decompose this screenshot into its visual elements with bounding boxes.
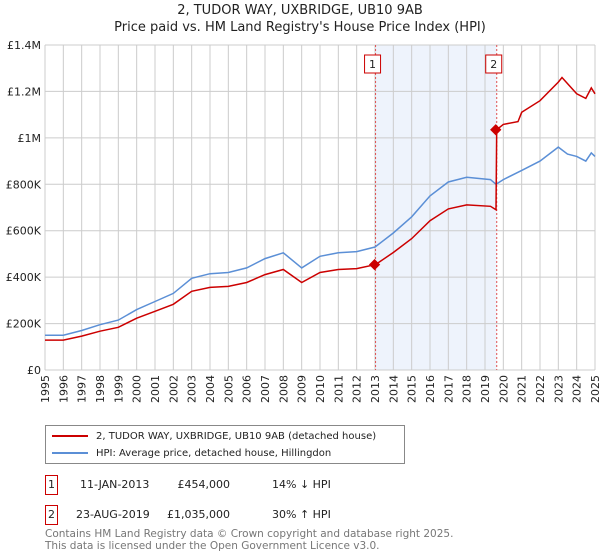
- x-tick-label: 2000: [131, 375, 144, 403]
- transaction-date: 23-AUG-2019: [76, 508, 150, 521]
- x-tick-label: 2006: [241, 375, 254, 403]
- chart-title: 2, TUDOR WAY, UXBRIDGE, UB10 9AB: [177, 3, 423, 18]
- x-tick-label: 2001: [149, 375, 162, 403]
- transaction-badge: 2: [45, 505, 58, 525]
- footer: Contains HM Land Registry data © Crown c…: [45, 528, 453, 552]
- sale-badge-label: 2: [490, 58, 497, 71]
- sale-badge: [485, 54, 503, 74]
- x-tick-label: 2018: [461, 375, 474, 403]
- transaction-hpi: 14% ↓ HPI: [272, 478, 331, 491]
- x-tick-label: 2005: [222, 375, 235, 403]
- y-tick-label: £800K: [6, 178, 42, 191]
- x-tick-label: 2021: [516, 375, 529, 403]
- x-tick-label: 2004: [204, 375, 217, 403]
- sale-point: [368, 258, 381, 271]
- transaction-price: £1,035,000: [167, 508, 230, 521]
- transaction-row: 1 11-JAN-2013 £454,000 14% ↓ HPI: [45, 475, 445, 495]
- chart-subtitle: Price paid vs. HM Land Registry's House …: [114, 20, 486, 35]
- legend-label: HPI: Average price, detached house, Hill…: [96, 447, 332, 459]
- x-tick-label: 2012: [351, 375, 364, 403]
- legend-item-property: 2, TUDOR WAY, UXBRIDGE, UB10 9AB (detach…: [46, 428, 376, 444]
- x-tick-label: 1995: [39, 375, 52, 403]
- y-tick-label: £200K: [6, 318, 42, 331]
- y-tick-label: £400K: [6, 271, 42, 284]
- y-tick-label: £1M: [18, 132, 42, 145]
- footer-licence: This data is licensed under the Open Gov…: [45, 540, 380, 552]
- x-tick-label: 2009: [296, 375, 309, 403]
- legend-label: 2, TUDOR WAY, UXBRIDGE, UB10 9AB (detach…: [96, 430, 377, 442]
- legend-item-hpi: HPI: Average price, detached house, Hill…: [46, 445, 331, 461]
- x-tick-label: 2023: [552, 375, 565, 403]
- x-tick-label: 2014: [387, 375, 400, 403]
- y-tick-label: £1.4M: [7, 39, 41, 52]
- x-tick-label: 2019: [479, 375, 492, 403]
- hpi-line: [45, 146, 596, 336]
- x-tick-label: 2007: [259, 375, 272, 403]
- sale-badge: [364, 54, 382, 74]
- price-chart: 1995 1996 1997 1998 1999 2000 2001 2002 2003 2004…: [6, 39, 600, 403]
- x-tick-label: 2016: [424, 375, 437, 403]
- x-tick-label: 2025: [589, 375, 600, 403]
- transaction-price: £454,000: [177, 478, 231, 491]
- transaction-row: 2 23-AUG-2019 £1,035,000 30% ↑ HPI: [45, 505, 445, 525]
- shaded-region: [375, 45, 497, 370]
- x-tick-label: 2003: [186, 375, 199, 403]
- x-tick-label: 2017: [442, 375, 455, 403]
- footer-copyright: Contains HM Land Registry data © Crown c…: [45, 528, 454, 540]
- x-tick-label: 2015: [406, 375, 419, 403]
- x-tick-label: 2022: [534, 375, 547, 403]
- x-tick-label: 2024: [571, 375, 584, 403]
- x-tick-label: 2013: [369, 375, 382, 403]
- legend-swatch-blue: [52, 452, 88, 454]
- y-tick-label: £1.2M: [7, 85, 41, 98]
- x-tick-label: 2008: [277, 375, 290, 403]
- x-tick-label: 1999: [112, 375, 125, 403]
- sale-badge-label: 1: [369, 58, 376, 71]
- x-tick-label: 1996: [57, 375, 70, 403]
- x-tick-label: 2010: [314, 375, 327, 403]
- x-tick-label: 1998: [94, 375, 107, 403]
- y-tick-label: £0: [27, 364, 41, 377]
- x-tick-label: 2020: [497, 375, 510, 403]
- legend-swatch-red: [52, 435, 88, 437]
- x-tick-label: 2011: [332, 375, 345, 403]
- legend: 2, TUDOR WAY, UXBRIDGE, UB10 9AB (detach…: [45, 425, 405, 464]
- sale-point: [490, 124, 502, 136]
- x-tick-label: 2002: [167, 375, 180, 403]
- transaction-hpi: 30% ↑ HPI: [272, 508, 331, 521]
- transaction-badge: 1: [45, 475, 58, 495]
- x-tick-label: 1997: [76, 375, 89, 403]
- y-tick-label: £600K: [6, 225, 42, 238]
- transaction-date: 11-JAN-2013: [80, 478, 150, 491]
